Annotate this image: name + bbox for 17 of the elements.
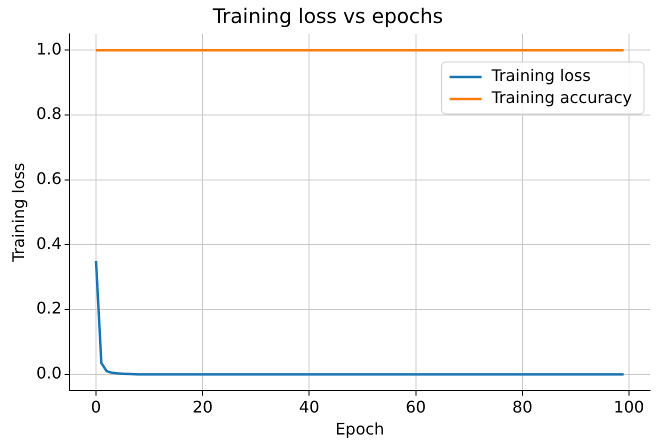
y-tick-label: 0.0 [36,364,62,383]
y-tick-label: 0.2 [36,298,62,318]
x-tick-label: 0 [90,397,102,416]
y-tick-label: 0.6 [36,169,62,188]
x-tick-label: 40 [299,397,320,416]
x-tick-label: 100 [614,397,644,416]
x-tick-label: 20 [192,397,213,416]
y-tick-label: 1.0 [36,39,62,58]
legend-label: Training accuracy [490,88,632,108]
y-tick-label: 0.8 [36,104,62,124]
x-tick-label: 80 [512,397,533,416]
legend-label: Training loss [490,66,591,86]
y-axis-title: Training loss [8,162,28,263]
x-tick-label: 60 [406,397,426,416]
chart-title: Training loss vs epochs [212,4,444,28]
y-tick-label: 0.4 [36,234,62,253]
x-axis-title: Epoch [335,420,384,439]
